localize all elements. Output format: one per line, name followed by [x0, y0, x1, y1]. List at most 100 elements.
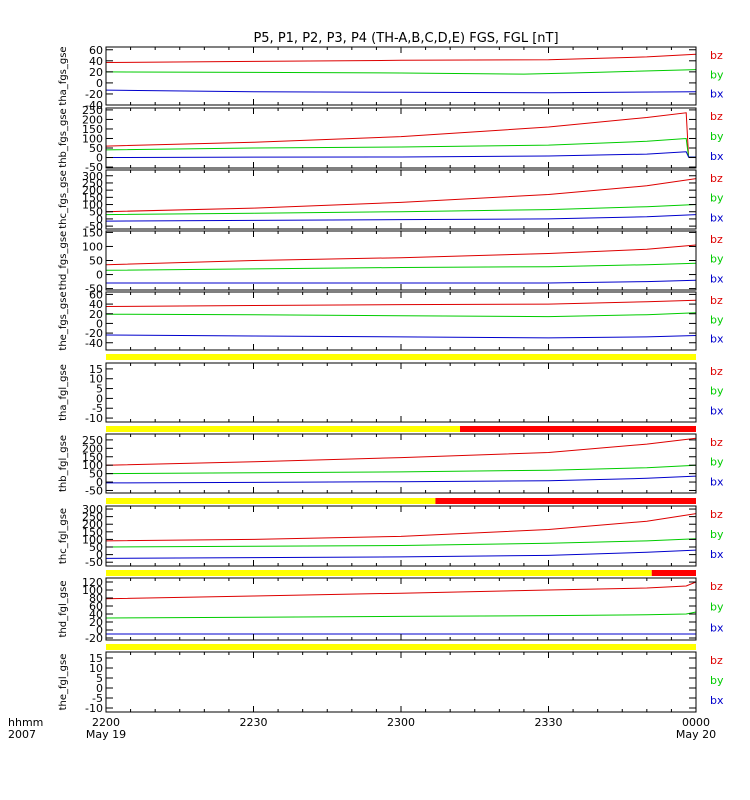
series-bx-line: [105, 151, 696, 158]
y-tick-label: 0: [96, 77, 103, 90]
y-axis-label: thd_fgl_gse: [58, 581, 69, 638]
legend-label-by: by: [710, 385, 724, 398]
legend-label-by: by: [710, 68, 724, 81]
y-tick-label: 100: [82, 584, 103, 597]
legend-label-bx: bx: [710, 150, 724, 163]
legend-label-bx: bx: [710, 88, 724, 101]
y-tick-label: -20: [85, 632, 103, 645]
y-axis-label: tha_fgl_gse: [58, 364, 69, 421]
y-tick-label: -50: [85, 283, 103, 296]
y-tick-label: 40: [89, 55, 103, 68]
y-tick-label: 60: [89, 44, 103, 57]
legend-label-bz: bz: [710, 580, 723, 593]
y-tick-label: 0: [96, 476, 103, 489]
x-tick-label: 2230: [240, 716, 268, 729]
quality-bar-segment-good: [106, 354, 696, 360]
panel-frame: [105, 291, 697, 351]
y-tick-label: 10: [89, 373, 103, 386]
y-tick-label: 5: [96, 383, 103, 396]
x-axis-label-year: 2007: [8, 728, 36, 741]
series-by-line: [105, 204, 697, 216]
legend-label-bx: bx: [710, 694, 724, 707]
series-by-line: [105, 262, 697, 271]
legend-label-by: by: [710, 528, 724, 541]
y-tick-label: -50: [85, 161, 103, 174]
y-tick-label: -40: [85, 337, 103, 350]
y-tick-label: 250: [82, 434, 103, 447]
y-tick-label: 100: [82, 132, 103, 145]
legend-label-bz: bz: [710, 49, 723, 62]
y-tick-label: 60: [89, 288, 103, 301]
y-tick-label: 0: [96, 269, 103, 282]
x-tick-label: 2300: [387, 716, 415, 729]
y-tick-label: 20: [89, 616, 103, 629]
x-tick-label: 2330: [535, 716, 563, 729]
series-by-line: [105, 137, 696, 158]
panel-frame: [105, 362, 697, 423]
legend-label-bx: bx: [710, 621, 724, 634]
y-tick-label: 5: [96, 672, 103, 685]
panel-frame: [105, 577, 697, 641]
y-axis-label: the_fgs_gse: [58, 291, 69, 350]
y-tick-label: 200: [82, 184, 103, 197]
y-tick-label: 150: [82, 226, 103, 239]
y-tick-label: 150: [82, 191, 103, 204]
series-by-line: [105, 312, 697, 318]
x-tick-label: 0000: [682, 716, 710, 729]
plot-title: P5, P1, P2, P3, P4 (TH-A,B,C,D,E) FGS, F…: [253, 31, 558, 46]
y-tick-label: 200: [82, 113, 103, 126]
quality-bar-segment-good: [106, 498, 436, 504]
x-tick-label: 2200: [92, 716, 120, 729]
legend-label-bx: bx: [710, 475, 724, 488]
y-tick-label: 40: [89, 608, 103, 621]
y-tick-label: 100: [82, 199, 103, 212]
legend-label-bz: bz: [710, 365, 723, 378]
series-by-line: [105, 69, 697, 75]
legend-label-by: by: [710, 674, 724, 687]
legend-label-bz: bz: [710, 110, 723, 123]
y-tick-label: -10: [85, 702, 103, 715]
series-bz-line: [105, 299, 697, 307]
y-tick-label: -5: [92, 692, 103, 705]
x-tick-date-label: May 20: [676, 728, 716, 741]
series-bz-line: [105, 53, 697, 63]
legend-label-bz: bz: [710, 233, 723, 246]
quality-bar-segment-good: [106, 644, 696, 650]
y-tick-label: 20: [89, 66, 103, 79]
y-tick-label: 40: [89, 298, 103, 311]
y-tick-label: 120: [82, 576, 103, 589]
y-tick-label: 250: [82, 177, 103, 190]
y-tick-label: -10: [85, 412, 103, 425]
series-bz-line: [105, 112, 696, 158]
panel-frame: [105, 46, 697, 106]
legend-label-by: by: [710, 130, 724, 143]
legend-label-bz: bz: [710, 436, 723, 449]
y-tick-label: 10: [89, 662, 103, 675]
quality-bar-segment-good: [106, 426, 460, 432]
y-tick-label: 100: [82, 240, 103, 253]
legend-label-bx: bx: [710, 404, 724, 417]
y-tick-label: 50: [89, 206, 103, 219]
y-tick-label: 0: [96, 317, 103, 330]
y-tick-label: -40: [85, 99, 103, 112]
y-tick-label: 300: [82, 503, 103, 516]
series-bx-line: [105, 89, 697, 94]
y-tick-label: -50: [85, 484, 103, 497]
x-tick-date-label: May 19: [86, 728, 126, 741]
y-tick-label: 50: [89, 142, 103, 155]
y-tick-label: 250: [82, 511, 103, 524]
legend-label-bz: bz: [710, 172, 723, 185]
series-bz-line: [105, 513, 697, 542]
y-tick-label: 80: [89, 592, 103, 605]
y-tick-label: 200: [82, 442, 103, 455]
legend-label-by: by: [710, 192, 724, 205]
series-bx-line: [105, 549, 697, 559]
series-bx-line: [105, 334, 697, 339]
legend-label-bx: bx: [710, 272, 724, 285]
legend-label-bz: bz: [710, 294, 723, 307]
legend-label-bx: bx: [710, 211, 724, 224]
series-by-line: [105, 538, 697, 548]
series-bz-line: [105, 437, 697, 466]
y-axis-label: thb_fgl_gse: [58, 435, 69, 492]
legend-label-bz: bz: [710, 654, 723, 667]
